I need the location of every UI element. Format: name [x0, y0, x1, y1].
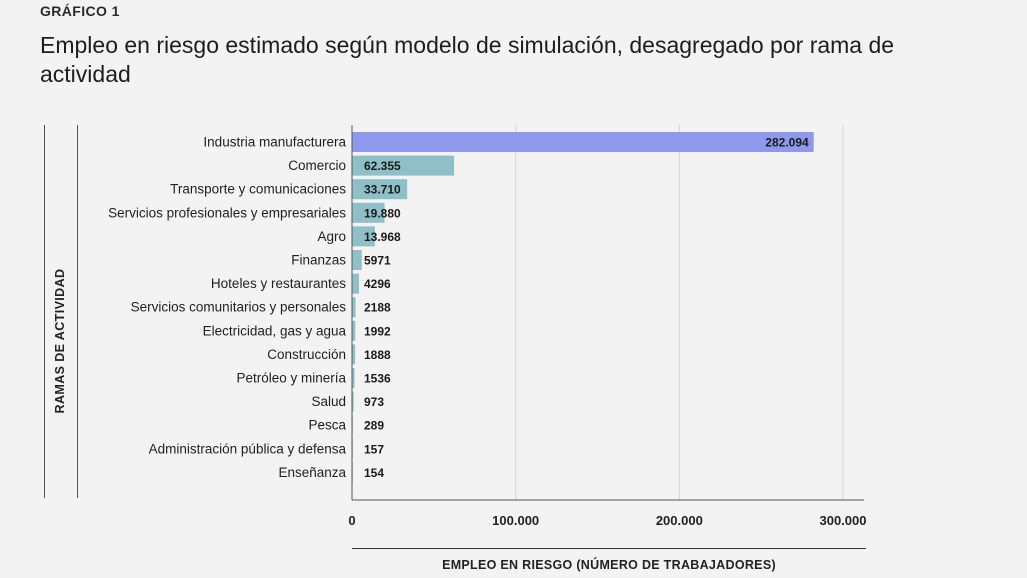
- data-label: 33.710: [364, 183, 401, 197]
- bar: [352, 250, 362, 270]
- category-label: Servicios comunitarios y personales: [131, 300, 347, 315]
- category-label: Enseñanza: [278, 465, 346, 480]
- x-tick-label: 100.000: [492, 513, 539, 528]
- bar: [352, 202, 385, 223]
- category-label: Hoteles y restaurantes: [211, 276, 346, 291]
- category-label: Servicios profesionales y empresariales: [108, 205, 346, 220]
- x-axis-label: EMPLEO EN RIESGO (NÚMERO DE TRABAJADORES…: [442, 558, 776, 572]
- bar: [352, 297, 356, 318]
- x-tick-label: 200.000: [656, 513, 703, 528]
- data-label: 1888: [364, 348, 391, 362]
- data-label: 13.968: [364, 230, 401, 244]
- bar: [352, 273, 360, 294]
- category-label: Electricidad, gas y agua: [203, 323, 347, 338]
- category-label: Administración pública y defensa: [149, 441, 347, 456]
- category-label: Comercio: [288, 158, 346, 173]
- x-axis-label-rule: [352, 548, 866, 549]
- category-label: Finanzas: [291, 253, 346, 268]
- data-label: 1536: [364, 372, 391, 386]
- bar: [352, 368, 355, 388]
- data-label: 2188: [364, 301, 391, 315]
- data-label: 5971: [364, 254, 391, 268]
- x-tick-label: 0: [348, 513, 355, 528]
- bar: [352, 226, 375, 247]
- data-label: 62.355: [364, 159, 401, 173]
- data-label: 1992: [364, 324, 391, 338]
- data-label: 282.094: [765, 136, 809, 150]
- category-label: Salud: [311, 394, 346, 409]
- bar: [352, 320, 356, 341]
- data-label: 4296: [364, 277, 391, 291]
- bar: [352, 179, 408, 200]
- data-label: 973: [364, 395, 384, 409]
- bar: [352, 155, 455, 176]
- data-label: 157: [364, 442, 384, 456]
- data-label: 19.880: [364, 206, 401, 220]
- x-tick-label: 300.000: [820, 513, 867, 528]
- bar: [352, 344, 356, 365]
- chart-title: Empleo en riesgo estimado según modelo d…: [40, 32, 895, 87]
- category-label: Industria manufacturera: [203, 135, 346, 150]
- chart-kicker: GRÁFICO 1: [40, 3, 120, 19]
- category-label: Pesca: [308, 418, 346, 433]
- category-label: Construcción: [267, 347, 346, 362]
- data-label: 154: [364, 466, 384, 480]
- category-label: Agro: [317, 229, 346, 244]
- category-label: Petróleo y minería: [236, 371, 346, 386]
- bar: [352, 391, 354, 412]
- bar: [352, 132, 814, 152]
- data-label: 289: [364, 419, 384, 433]
- y-axis-label-frame: [44, 125, 78, 498]
- category-label: Transporte y comunicaciones: [170, 182, 346, 197]
